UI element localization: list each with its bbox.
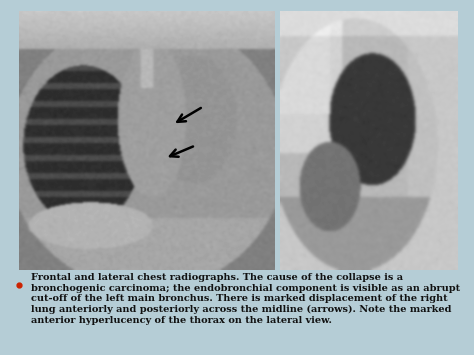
Text: Frontal and lateral chest radiographs. The cause of the collapse is a bronchogen: Frontal and lateral chest radiographs. T… (31, 273, 460, 325)
